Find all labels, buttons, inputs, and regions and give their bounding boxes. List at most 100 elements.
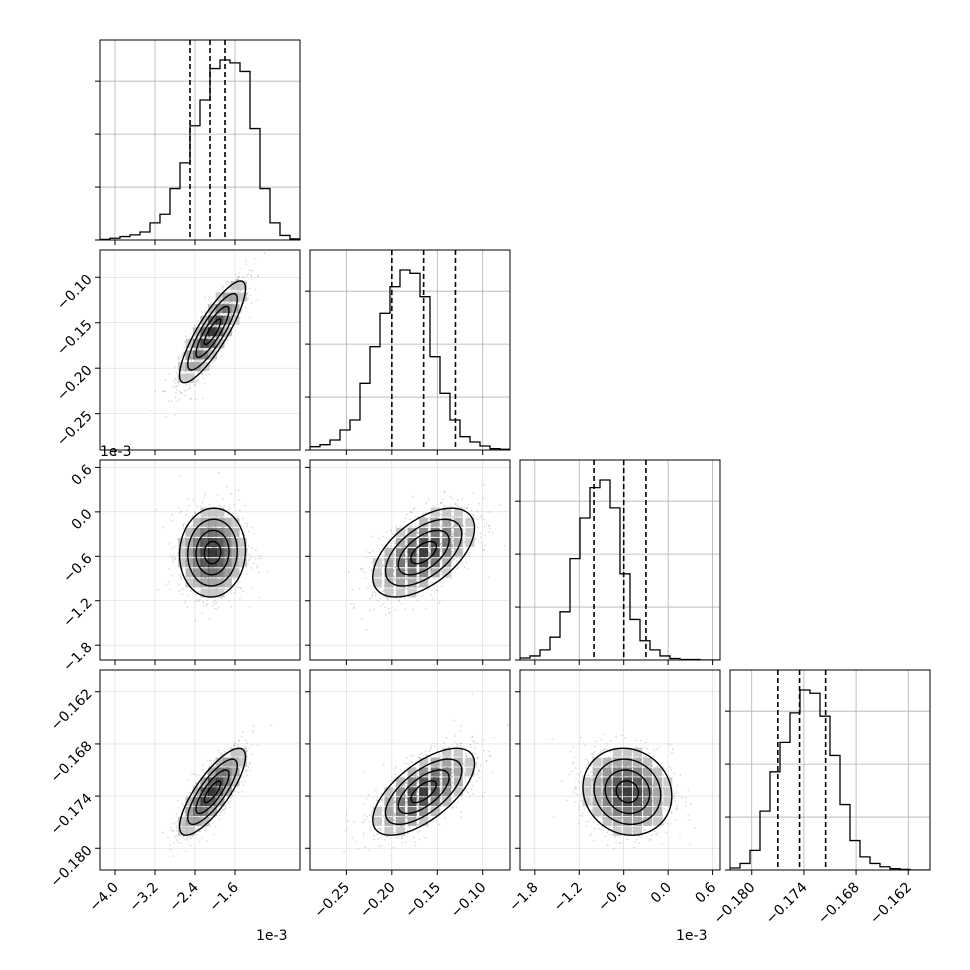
sample-point	[184, 394, 186, 397]
sample-point	[208, 373, 211, 375]
sample-point	[451, 545, 453, 547]
sample-point	[176, 827, 178, 829]
sample-point	[211, 604, 214, 607]
sample-point	[467, 553, 470, 556]
sample-point	[498, 504, 501, 506]
sample-point	[205, 348, 208, 351]
sample-point	[248, 558, 251, 561]
sample-point	[190, 359, 193, 361]
sample-point	[228, 301, 231, 304]
sample-point	[380, 605, 382, 607]
sample-point	[463, 541, 465, 544]
sample-point	[372, 591, 374, 594]
sample-point	[217, 471, 220, 474]
sample-point	[361, 617, 364, 620]
sample-point	[403, 597, 406, 600]
sample-point	[398, 600, 401, 602]
sample-point	[210, 546, 213, 549]
sample-point	[486, 522, 488, 525]
sample-point	[227, 513, 229, 516]
panel-frame	[99, 459, 301, 661]
sample-point	[198, 600, 200, 602]
density-cell	[238, 558, 247, 568]
sample-point	[202, 769, 205, 771]
sample-point	[235, 279, 237, 282]
sample-point	[191, 515, 194, 518]
density-cell	[215, 507, 225, 517]
sample-point	[179, 575, 182, 578]
sample-point	[236, 278, 239, 280]
scatter-panel-1-2	[305, 459, 511, 665]
sample-point	[463, 532, 465, 534]
sample-point	[229, 507, 232, 509]
sample-point	[237, 743, 239, 746]
sample-point	[225, 284, 228, 286]
sample-point	[171, 547, 173, 550]
sample-point	[220, 597, 223, 600]
sample-point	[454, 503, 457, 506]
sample-point	[240, 524, 243, 526]
sample-point	[182, 354, 184, 356]
sample-point	[195, 359, 198, 362]
sample-point	[350, 603, 352, 605]
sample-point	[263, 252, 266, 254]
sample-point	[248, 747, 250, 750]
sample-point	[243, 531, 245, 534]
sample-point	[230, 492, 233, 495]
sample-point	[195, 833, 198, 836]
sample-point	[248, 763, 251, 765]
sample-point	[202, 516, 204, 518]
panel-content	[100, 40, 300, 240]
sample-point	[361, 570, 364, 573]
sample-point	[257, 275, 259, 278]
sample-point	[256, 564, 259, 567]
panel-content	[520, 460, 720, 660]
density-cell	[223, 527, 232, 537]
sample-point	[404, 529, 407, 532]
sample-point	[258, 558, 260, 560]
sample-point	[212, 566, 215, 569]
sample-point	[353, 606, 355, 608]
density-cell	[200, 527, 210, 537]
sample-point	[239, 509, 241, 512]
sample-point	[216, 608, 219, 610]
sample-point	[250, 302, 253, 304]
sample-point	[185, 383, 188, 386]
y-tick-label: 0.6	[69, 462, 96, 489]
sample-point	[228, 747, 231, 750]
sample-point	[221, 286, 224, 288]
sample-point	[223, 808, 225, 811]
sample-point	[452, 533, 454, 535]
sample-point	[196, 598, 199, 601]
sample-point	[228, 599, 231, 602]
sample-point	[428, 555, 431, 557]
sample-point	[394, 566, 397, 568]
sample-point	[189, 844, 192, 847]
density-cell	[238, 281, 247, 291]
sample-point	[177, 507, 180, 509]
sample-point	[244, 504, 247, 507]
sample-point	[237, 290, 240, 293]
sample-point	[475, 525, 478, 528]
sample-point	[416, 532, 419, 534]
sample-point	[388, 607, 390, 610]
sample-point	[197, 319, 200, 322]
sample-point	[220, 753, 223, 756]
sample-point	[203, 348, 205, 350]
sample-point	[440, 570, 443, 573]
sample-point	[218, 818, 220, 820]
sample-point	[171, 829, 174, 831]
sample-point	[451, 526, 453, 529]
sample-point	[234, 588, 237, 591]
sample-point	[457, 566, 459, 568]
y-tick-label: −0.10	[54, 272, 96, 314]
sample-point	[168, 400, 170, 402]
density-cell	[230, 527, 240, 537]
sample-point	[186, 836, 189, 839]
sample-point	[154, 390, 156, 393]
sample-point	[351, 589, 354, 591]
sample-point	[227, 800, 229, 803]
density-cell	[230, 517, 240, 527]
density-cell	[193, 578, 202, 588]
density-cell	[200, 315, 210, 325]
